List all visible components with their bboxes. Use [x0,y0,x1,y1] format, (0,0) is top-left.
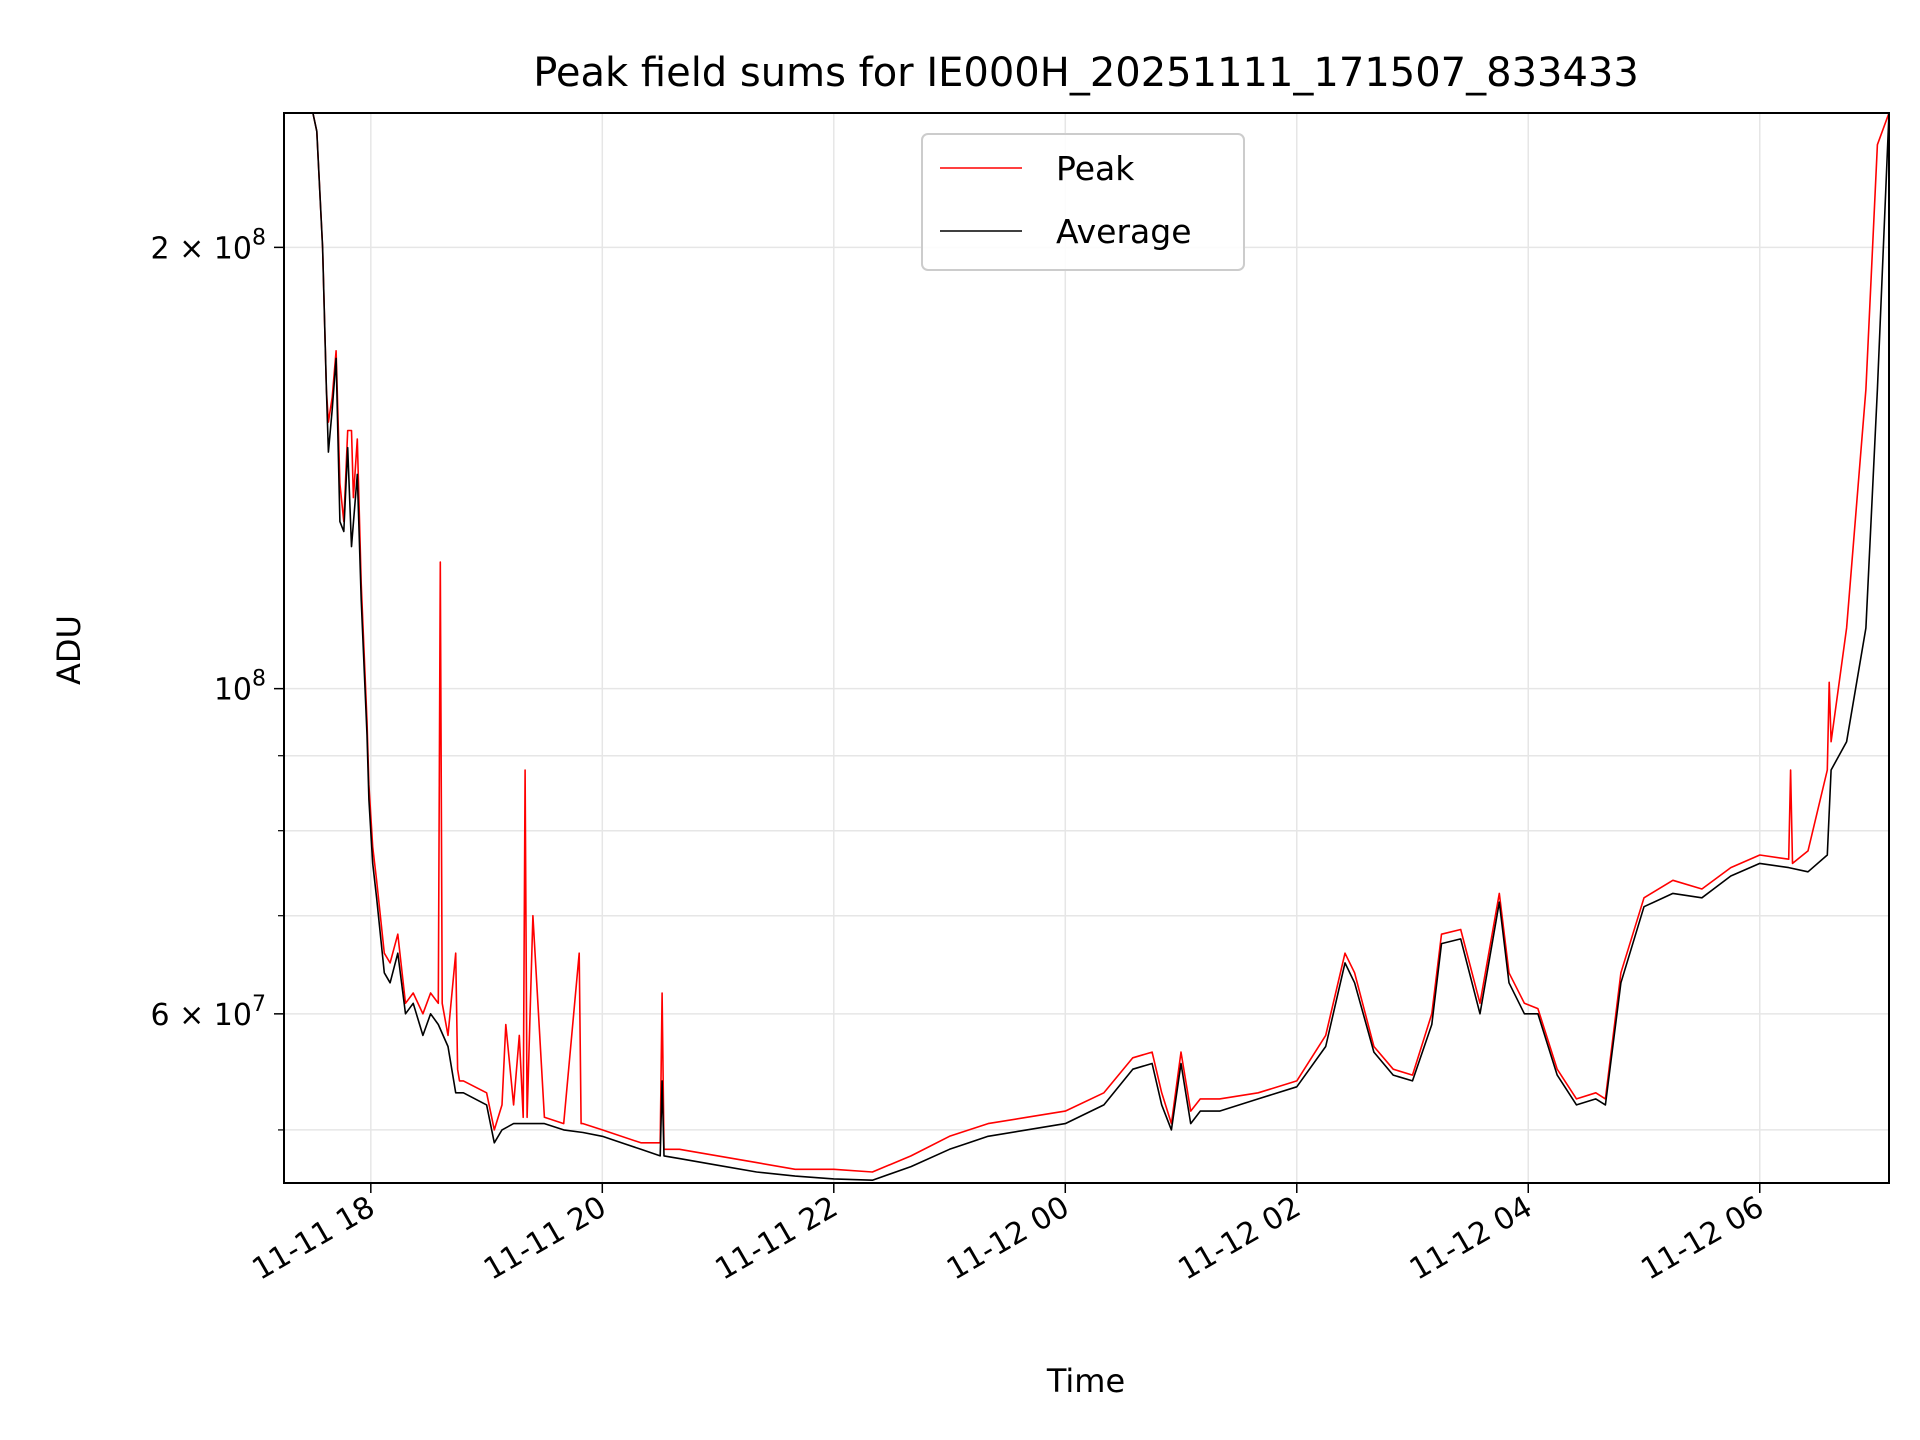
legend-label-peak: Peak [1056,149,1135,188]
y-tick-label-exponent: 8 [252,225,266,250]
legend: Peak Average [921,133,1245,271]
series-line-average [284,113,1889,1181]
legend-label-average: Average [1056,212,1192,251]
series-lines [284,113,1889,1181]
y-tick-label-exponent: 8 [252,667,266,692]
plot-frame [283,112,1890,1184]
grid-lines [284,113,1889,1183]
y-axis-title: ADU [50,615,88,685]
y-tick-label: 2 × 108 [151,225,266,266]
y-tick-label: 6 × 107 [151,992,266,1033]
y-tick-label-base: 2 × 10 [151,231,252,266]
x-axis-title: Time [1046,1362,1125,1400]
y-tick-label-base: 10 [214,673,252,708]
y-tick-label: 108 [214,667,266,708]
series-line-peak [284,113,1889,1173]
chart-title: Peak field sums for IE000H_20251111_1715… [533,50,1639,96]
y-tick-label-exponent: 7 [252,992,266,1017]
y-tick-label-base: 6 × 10 [151,998,252,1033]
